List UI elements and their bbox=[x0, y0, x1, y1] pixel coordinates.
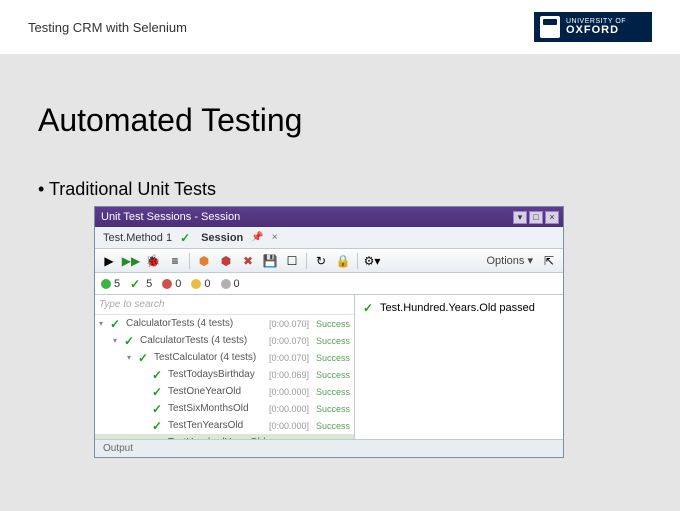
tree-status: Success bbox=[316, 370, 354, 380]
skip-icon bbox=[221, 279, 231, 289]
fail-icon bbox=[162, 279, 172, 289]
slide-title: Automated Testing bbox=[0, 54, 680, 139]
panel-titlebar[interactable]: Unit Test Sessions - Session ▾ □ × bbox=[95, 207, 563, 227]
refresh-button[interactable]: ↻ bbox=[311, 251, 331, 271]
filter-button[interactable]: ☐ bbox=[282, 251, 302, 271]
caret-icon: ▾ bbox=[127, 353, 135, 362]
pin-icon[interactable]: 📌 bbox=[251, 232, 263, 243]
tree-time: [0:00.070] bbox=[269, 353, 313, 363]
tree-row[interactable]: TestTodaysBirthday[0:00.069]Success bbox=[95, 366, 354, 383]
pass-icon bbox=[101, 279, 111, 289]
tree-label: TestOneYearOld bbox=[168, 386, 266, 397]
slide-header: Testing CRM with Selenium UNIVERSITY OF … bbox=[0, 0, 680, 54]
tree-time: [0:00.070] bbox=[269, 319, 313, 329]
tree-row[interactable]: ▾ CalculatorTests (4 tests)[0:00.070]Succ… bbox=[95, 332, 354, 349]
oxford-logo: UNIVERSITY OF OXFORD bbox=[534, 12, 652, 42]
panel-title-text: Unit Test Sessions - Session bbox=[101, 211, 240, 223]
header-subtitle: Testing CRM with Selenium bbox=[28, 20, 187, 35]
dropdown-button[interactable]: ▾ bbox=[513, 211, 527, 224]
check-icon bbox=[180, 231, 193, 244]
stop-red-button[interactable]: ⬢ bbox=[216, 251, 236, 271]
check-icon bbox=[152, 436, 165, 439]
tree-row[interactable]: TestOneYearOld[0:00.000]Success bbox=[95, 383, 354, 400]
output-tab[interactable]: Output bbox=[95, 439, 563, 457]
unit-test-sessions-panel: Unit Test Sessions - Session ▾ □ × Test.… bbox=[94, 206, 564, 458]
tree-status: Success bbox=[316, 336, 354, 346]
session-tab[interactable]: Session bbox=[201, 232, 243, 244]
tree-label: CalculatorTests (4 tests) bbox=[140, 335, 266, 346]
tree-time: [0:00.070] bbox=[269, 336, 313, 346]
tree-time: [0:00.000] bbox=[269, 404, 313, 414]
config-button[interactable]: ⚙▾ bbox=[362, 251, 382, 271]
save-button[interactable]: 💾 bbox=[260, 251, 280, 271]
stat-skip[interactable]: 0 bbox=[221, 278, 240, 290]
check-icon bbox=[110, 317, 123, 330]
run-many-button[interactable]: ▶▶ bbox=[121, 251, 141, 271]
tree-time: [0:00.000] bbox=[269, 421, 313, 431]
tree-label: TestCalculator (4 tests) bbox=[154, 352, 266, 363]
test-tree-pane: Type to search ▾ CalculatorTests (4 tests… bbox=[95, 295, 355, 439]
close-button[interactable]: × bbox=[545, 211, 559, 224]
tree-status: Success bbox=[316, 319, 354, 329]
session-tab-row: Test.Method 1 Session 📌 × bbox=[95, 227, 563, 249]
menu-button[interactable]: ≡ bbox=[165, 251, 185, 271]
test-method-label: Test.Method 1 bbox=[103, 232, 172, 244]
toolbar: ▶ ▶▶ 🐞 ≡ ⬢ ⬢ ✖ 💾 ☐ ↻ 🔒 ⚙▾ Options ▾ ⇱ bbox=[95, 249, 563, 273]
remove-button[interactable]: ✖ bbox=[238, 251, 258, 271]
tree-label: TestSixMonthsOld bbox=[168, 403, 266, 414]
check-icon bbox=[152, 385, 165, 398]
tree-row[interactable]: TestSixMonthsOld[0:00.000]Success bbox=[95, 400, 354, 417]
export-button[interactable]: ⇱ bbox=[539, 251, 559, 271]
maximize-button[interactable]: □ bbox=[529, 211, 543, 224]
options-dropdown[interactable]: Options ▾ bbox=[487, 254, 538, 267]
debug-button[interactable]: 🐞 bbox=[143, 251, 163, 271]
tree-row[interactable]: ▾ CalculatorTests (4 tests)[0:00.070]Succ… bbox=[95, 315, 354, 332]
tree-status: Success bbox=[316, 404, 354, 414]
tree-label: TestTenYearsOld bbox=[168, 420, 266, 431]
tree-label: TestHundredYearsOld bbox=[168, 437, 266, 439]
caret-icon: ▾ bbox=[99, 319, 107, 328]
tree-row[interactable]: TestHundredYearsOld[0:00.000]Success bbox=[95, 434, 354, 439]
stat-fail[interactable]: 0 bbox=[162, 278, 181, 290]
tree-status: Success bbox=[316, 438, 354, 440]
check-icon bbox=[363, 301, 376, 314]
tree-time: [0:00.000] bbox=[269, 438, 313, 440]
caret-icon: ▾ bbox=[113, 336, 121, 345]
tree-status: Success bbox=[316, 387, 354, 397]
check-icon bbox=[138, 351, 151, 364]
tree-row[interactable]: ▾ TestCalculator (4 tests)[0:00.070]Succe… bbox=[95, 349, 354, 366]
tree-status: Success bbox=[316, 353, 354, 363]
check-icon bbox=[152, 368, 165, 381]
tree-row[interactable]: TestTenYearsOld[0:00.000]Success bbox=[95, 417, 354, 434]
stat-total[interactable]: 5 bbox=[130, 277, 152, 290]
stop-orange-button[interactable]: ⬢ bbox=[194, 251, 214, 271]
result-pane: Test.Hundred.Years.Old passed bbox=[355, 295, 563, 439]
badge-main-text: OXFORD bbox=[566, 25, 626, 36]
search-input[interactable]: Type to search bbox=[95, 295, 354, 315]
stat-pass[interactable]: 5 bbox=[101, 278, 120, 290]
tree-status: Success bbox=[316, 421, 354, 431]
check-icon bbox=[124, 334, 137, 347]
tree-time: [0:00.069] bbox=[269, 370, 313, 380]
bullet-traditional-unit-tests: • Traditional Unit Tests bbox=[0, 139, 680, 206]
oxford-crest-icon bbox=[540, 16, 560, 38]
test-tree[interactable]: ▾CalculatorTests (4 tests)[0:00.070]Succ… bbox=[95, 315, 354, 439]
tree-time: [0:00.000] bbox=[269, 387, 313, 397]
close-tab-icon[interactable]: × bbox=[272, 232, 278, 243]
check-icon bbox=[152, 419, 165, 432]
tree-label: CalculatorTests (4 tests) bbox=[126, 318, 266, 329]
check-icon bbox=[130, 277, 143, 290]
run-button[interactable]: ▶ bbox=[99, 251, 119, 271]
result-message: Test.Hundred.Years.Old passed bbox=[380, 302, 535, 314]
tree-label: TestTodaysBirthday bbox=[168, 369, 266, 380]
stat-warn[interactable]: 0 bbox=[191, 278, 210, 290]
check-icon bbox=[152, 402, 165, 415]
stats-row: 5 5 0 0 0 bbox=[95, 273, 563, 295]
lock-button[interactable]: 🔒 bbox=[333, 251, 353, 271]
warn-icon bbox=[191, 279, 201, 289]
